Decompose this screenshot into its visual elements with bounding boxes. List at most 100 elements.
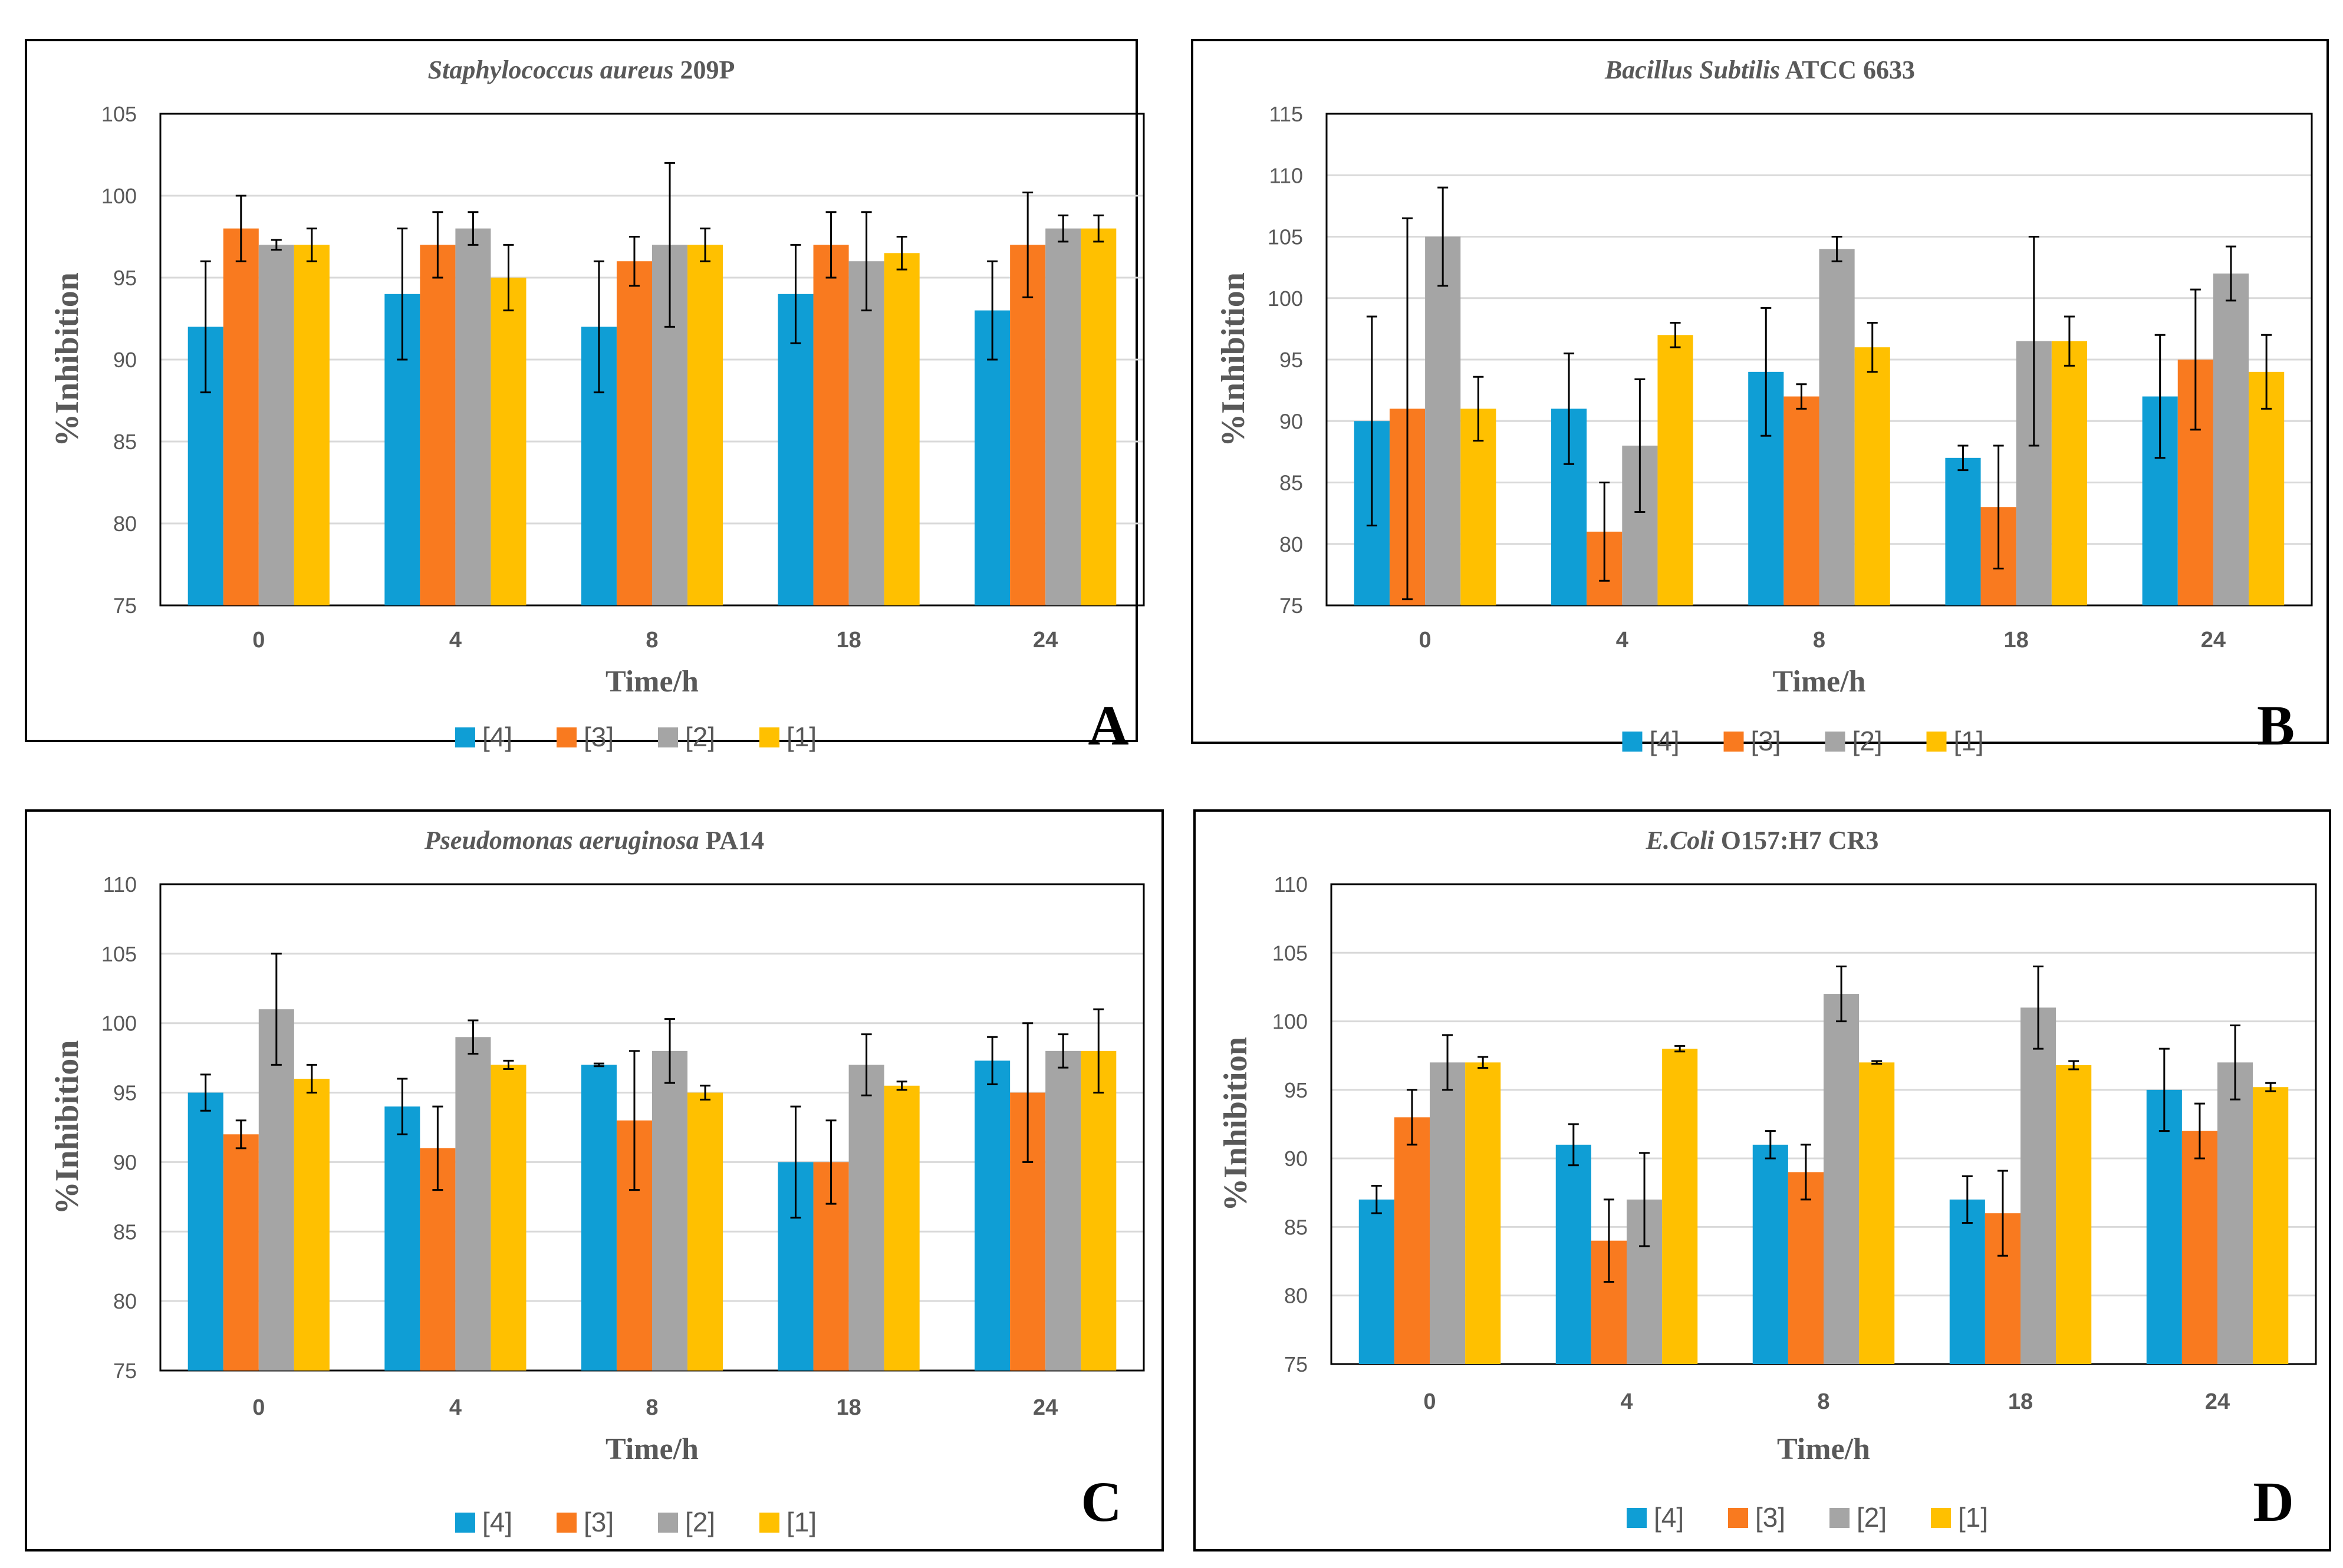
chart-title: Bacillus Subtilis ATCC 6633 — [1604, 55, 1915, 84]
error-bar — [1871, 1060, 1883, 1065]
x-tick-label: 4 — [1616, 628, 1628, 653]
chart-title-species: Staphylococcus aureus — [428, 55, 674, 84]
y-tick-label: 80 — [113, 1289, 137, 1313]
bar-1-t4 — [491, 1065, 526, 1371]
error-bar — [790, 243, 801, 344]
error-bar — [664, 1018, 676, 1084]
bar-3-t0 — [1394, 1117, 1430, 1364]
chart-title-strain: O157:H7 CR3 — [1715, 826, 1879, 855]
error-bar — [2194, 1102, 2205, 1159]
error-bar — [628, 236, 640, 287]
legend-label: [3] — [584, 722, 614, 752]
bar-3-t8 — [616, 261, 652, 605]
y-tick-label: 105 — [1272, 941, 1308, 965]
bar-1-t18 — [2051, 341, 2088, 605]
error-bar — [825, 211, 837, 279]
y-tick-label: 95 — [113, 1081, 137, 1105]
y-tick-label: 90 — [1279, 409, 1303, 433]
error-bar — [1796, 383, 1807, 410]
y-tick-label: 95 — [113, 266, 137, 290]
legend-swatch — [1627, 1508, 1647, 1528]
error-bar — [1473, 375, 1484, 442]
bar-4-t4 — [384, 1106, 420, 1371]
legend-label: [2] — [685, 1507, 715, 1537]
bar-1-t24 — [2249, 371, 2285, 605]
error-bar — [235, 195, 246, 262]
x-axis-title: Time/h — [1777, 1432, 1870, 1466]
error-bar — [1867, 321, 1878, 373]
y-tick-label: 85 — [1279, 471, 1303, 495]
legend-label: [1] — [787, 1507, 817, 1537]
y-tick-label: 105 — [1268, 225, 1303, 249]
error-bar — [2028, 236, 2039, 447]
legend-swatch — [759, 1513, 779, 1533]
error-bar — [1634, 378, 1646, 513]
y-tick-label: 115 — [1269, 102, 1303, 126]
x-tick-label: 0 — [252, 628, 265, 653]
x-tick-label: 24 — [1033, 1395, 1058, 1420]
error-bar — [1765, 1130, 1776, 1159]
error-bar — [2261, 334, 2272, 410]
bar-2-t0 — [258, 1009, 294, 1371]
panel-c: Pseudomonas aeruginosa PA147580859095100… — [25, 809, 1164, 1551]
chart-title: E.Coli O157:H7 CR3 — [1646, 826, 1879, 855]
error-bar — [468, 1019, 479, 1055]
error-bar — [503, 243, 514, 312]
legend-swatch — [1931, 1508, 1951, 1528]
legend-swatch — [1829, 1508, 1850, 1528]
bar-1-t24 — [1081, 228, 1117, 606]
bar-4-t8 — [1752, 1144, 1788, 1364]
error-bar — [2265, 1082, 2276, 1092]
error-bar — [700, 228, 711, 262]
x-tick-label: 0 — [252, 1395, 265, 1420]
error-bar — [1093, 214, 1104, 243]
y-tick-label: 85 — [113, 1220, 137, 1244]
error-bar — [1962, 1175, 1973, 1224]
y-tick-label: 95 — [1284, 1078, 1308, 1102]
y-tick-label: 105 — [101, 102, 137, 126]
bar-3-t0 — [223, 228, 259, 606]
error-bar — [1836, 966, 1847, 1023]
legend-label: [1] — [1958, 1502, 1988, 1533]
error-bar — [432, 1105, 443, 1191]
bar-1-t24 — [2253, 1087, 2289, 1364]
error-bar — [1639, 1152, 1650, 1247]
x-axis-title: Time/h — [606, 1432, 699, 1466]
error-bar — [2154, 334, 2166, 459]
error-bar — [1993, 444, 2004, 569]
y-tick-label: 80 — [113, 512, 137, 536]
x-axis-title: Time/h — [606, 665, 699, 699]
legend-swatch — [658, 727, 678, 747]
y-tick-label: 75 — [1279, 594, 1303, 618]
bar-3-t8 — [1788, 1172, 1824, 1364]
y-axis-title: %Inhibition — [1215, 272, 1252, 447]
bar-4-t0 — [187, 1092, 223, 1371]
bar-2-t18 — [848, 261, 884, 605]
bar-3-t24 — [2181, 1131, 2217, 1364]
bar-3-t24 — [1010, 245, 1046, 605]
y-tick-label: 85 — [113, 430, 137, 454]
error-bar — [432, 211, 443, 279]
bar-2-t0 — [1425, 236, 1461, 605]
error-bar — [1831, 236, 1842, 262]
chart-title-species: Pseudomonas aeruginosa — [424, 826, 699, 855]
error-bar — [1674, 1045, 1686, 1053]
error-bar — [1437, 186, 1449, 287]
error-bar — [2064, 315, 2075, 367]
y-tick-label: 110 — [103, 872, 137, 897]
bar-2-t4 — [455, 1037, 491, 1371]
error-bar — [2158, 1047, 2170, 1132]
legend-label: [3] — [1755, 1502, 1785, 1533]
error-bar — [896, 236, 907, 271]
chart-title: Pseudomonas aeruginosa PA14 — [424, 826, 764, 855]
bar-3-t8 — [1783, 396, 1819, 605]
bar-1-t4 — [1657, 335, 1693, 605]
bars — [187, 953, 1117, 1371]
y-axis-title: %Inhibition — [49, 272, 85, 447]
bar-1-t0 — [1465, 1062, 1501, 1364]
error-bar — [306, 1063, 317, 1094]
bar-2-t24 — [1045, 1050, 1081, 1371]
error-bar — [861, 211, 872, 312]
error-bar — [2190, 288, 2201, 431]
